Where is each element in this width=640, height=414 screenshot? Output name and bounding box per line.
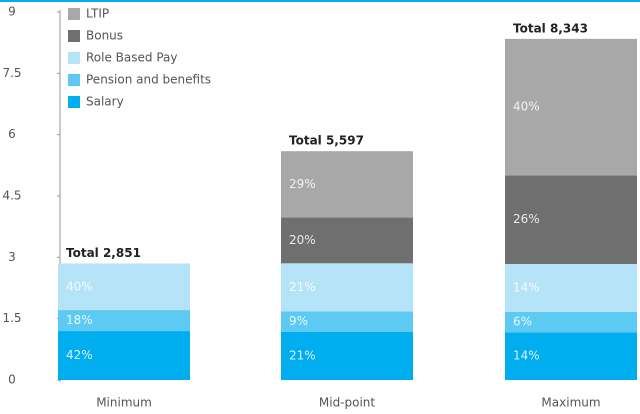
y-tick-label: 0 bbox=[8, 373, 16, 387]
segment-label: 21% bbox=[289, 280, 316, 294]
legend-label: Bonus bbox=[86, 29, 123, 43]
bar-segment bbox=[505, 38, 637, 176]
legend-label: Salary bbox=[86, 95, 124, 109]
legend-swatch bbox=[68, 52, 80, 64]
segment-label: 18% bbox=[66, 313, 93, 327]
total-label: Total 8,343 bbox=[513, 21, 588, 35]
total-label: Total 5,597 bbox=[289, 134, 364, 148]
y-tick-label: 7.5 bbox=[2, 66, 21, 80]
legend-label: Pension and benefits bbox=[86, 73, 211, 87]
bar-segment bbox=[281, 331, 413, 380]
segment-label: 40% bbox=[513, 100, 540, 114]
bar-segment bbox=[281, 151, 413, 218]
bar-segment bbox=[281, 217, 413, 264]
x-tick-label: Mid-point bbox=[319, 396, 376, 410]
bar-segment bbox=[58, 310, 190, 332]
x-tick-label: Maximum bbox=[541, 396, 600, 410]
bar-segment bbox=[505, 311, 637, 333]
bar-segment bbox=[505, 175, 637, 264]
segment-label: 21% bbox=[289, 348, 316, 362]
legend-swatch bbox=[68, 8, 80, 20]
segment-label: 26% bbox=[513, 212, 540, 226]
segment-label: 14% bbox=[513, 349, 540, 363]
bar-segment bbox=[281, 311, 413, 332]
legend-swatch bbox=[68, 30, 80, 42]
bar-segment bbox=[505, 263, 637, 312]
segment-label: 6% bbox=[513, 314, 532, 328]
bar-segment bbox=[58, 263, 190, 311]
y-tick-label: 4.5 bbox=[2, 189, 21, 203]
bar-segment bbox=[281, 263, 413, 312]
legend-swatch bbox=[68, 74, 80, 86]
y-tick-label: 1.5 bbox=[2, 311, 21, 325]
segment-label: 40% bbox=[66, 279, 93, 293]
segment-label: 14% bbox=[513, 280, 540, 294]
legend-label: Role Based Pay bbox=[86, 51, 177, 65]
bar-segment bbox=[505, 332, 637, 380]
bar-segment bbox=[58, 331, 190, 380]
y-tick-label: 3 bbox=[8, 250, 16, 264]
segment-label: 29% bbox=[289, 177, 316, 191]
total-label: Total 2,851 bbox=[66, 246, 141, 260]
y-tick-label: 9 bbox=[8, 5, 16, 19]
segment-label: 42% bbox=[66, 348, 93, 362]
y-tick-label: 6 bbox=[8, 127, 16, 141]
segment-label: 9% bbox=[289, 314, 308, 328]
x-tick-label: Minimum bbox=[96, 396, 152, 410]
legend-swatch bbox=[68, 96, 80, 108]
legend-label: LTIP bbox=[86, 7, 109, 21]
segment-label: 20% bbox=[289, 233, 316, 247]
